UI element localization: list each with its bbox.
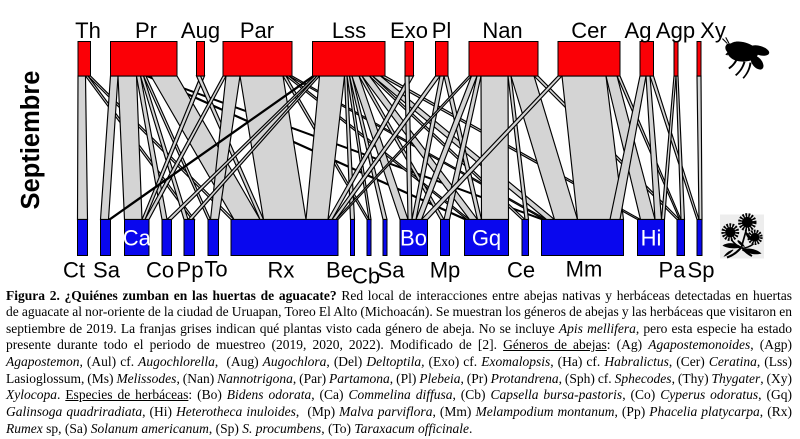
svg-text:Sa: Sa [93, 258, 121, 283]
svg-text:Sa: Sa [378, 258, 406, 283]
svg-text:Nan: Nan [482, 18, 522, 43]
svg-text:Ce: Ce [507, 258, 535, 283]
svg-text:Pp: Pp [177, 258, 204, 283]
svg-text:Pl: Pl [432, 18, 452, 43]
svg-text:Exo: Exo [390, 18, 428, 43]
svg-text:Co: Co [146, 258, 174, 283]
svg-text:Th: Th [75, 18, 101, 43]
svg-text:Agp: Agp [656, 18, 695, 43]
svg-text:Aug: Aug [181, 18, 220, 43]
svg-text:Ag: Ag [625, 18, 652, 43]
svg-text:Mp: Mp [430, 258, 461, 283]
svg-text:Par: Par [240, 18, 274, 43]
svg-text:Ca: Ca [123, 226, 152, 251]
svg-text:Ct: Ct [63, 258, 85, 283]
svg-text:Gq: Gq [472, 226, 501, 251]
svg-text:Lss: Lss [332, 18, 366, 43]
svg-text:Hi: Hi [641, 226, 662, 251]
svg-text:Be: Be [326, 258, 353, 283]
svg-text:Xy: Xy [700, 18, 726, 43]
svg-text:Bo: Bo [400, 226, 427, 251]
svg-text:To: To [204, 257, 227, 282]
svg-text:Rx: Rx [268, 258, 295, 283]
svg-text:Mm: Mm [566, 257, 603, 282]
svg-text:Cb: Cb [352, 264, 380, 287]
svg-text:Septiembre: Septiembre [17, 71, 45, 210]
svg-text:Pa: Pa [659, 258, 687, 283]
svg-text:Sp: Sp [688, 258, 715, 283]
svg-text:Pr: Pr [135, 18, 157, 43]
svg-text:Cer: Cer [571, 18, 606, 43]
